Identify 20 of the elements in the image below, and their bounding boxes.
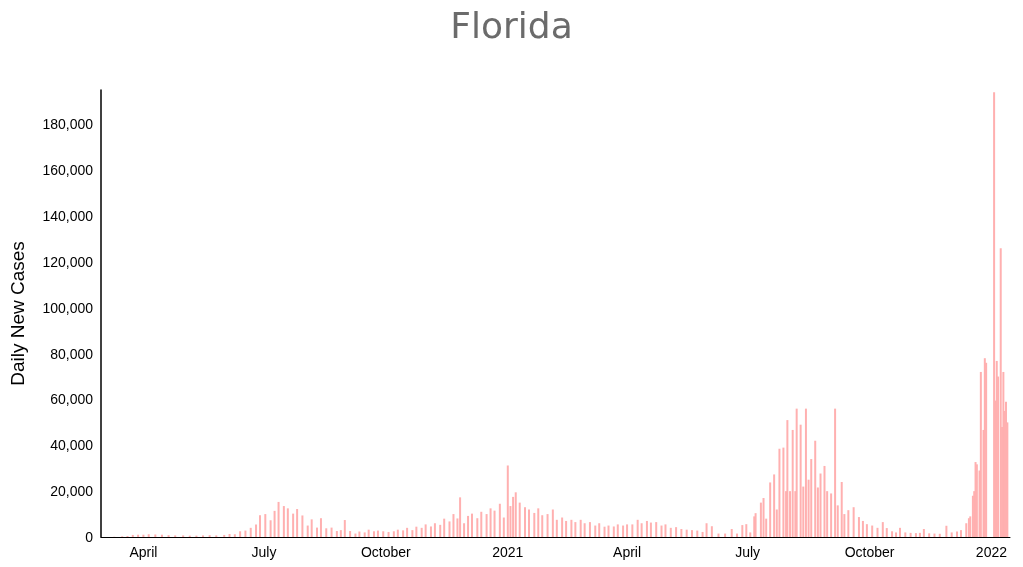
y-tick-label: 60,000	[50, 391, 94, 408]
y-tick-label: 80,000	[50, 345, 94, 362]
x-tick-label: April	[129, 544, 158, 560]
x-tick-label: October	[844, 544, 895, 560]
x-tick-label: 2022	[975, 544, 1008, 560]
x-tick-label: July	[735, 544, 761, 560]
x-tick-label: 2021	[492, 544, 524, 560]
y-tick-label: 0	[85, 529, 94, 545]
y-tick-label: 40,000	[50, 437, 94, 454]
y-tick-label: 20,000	[50, 483, 94, 500]
chart-title: Florida	[450, 4, 573, 46]
x-tick-label: July	[251, 544, 277, 560]
y-tick-label: 120,000	[42, 253, 94, 270]
x-tick-label: April	[613, 544, 642, 560]
y-tick-label: 180,000	[42, 116, 94, 133]
x-tick-label: October	[360, 544, 412, 560]
y-axis-title: Daily New Cases	[7, 241, 28, 386]
y-tick-label: 100,000	[42, 299, 94, 316]
y-tick-label: 160,000	[42, 162, 94, 179]
y-tick-label: 140,000	[42, 208, 94, 225]
